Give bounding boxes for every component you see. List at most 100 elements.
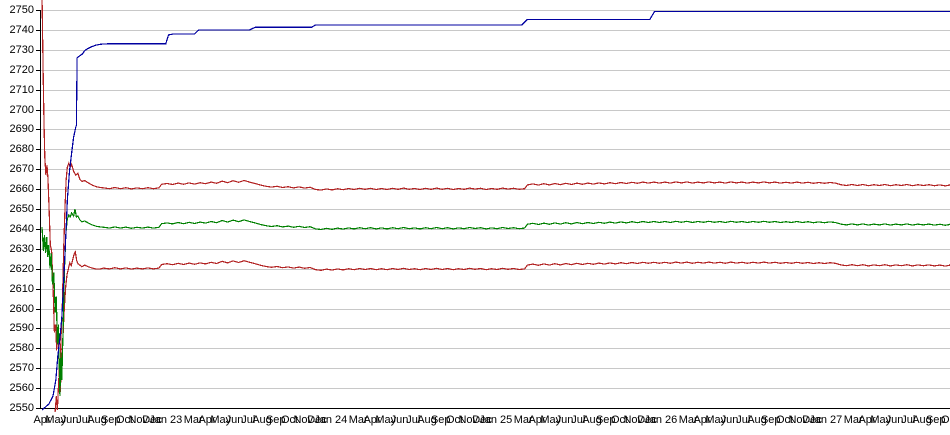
x-axis-label: Dec	[802, 414, 822, 426]
y-axis-label: 2670	[9, 163, 34, 175]
y-axis-label: 2660	[9, 183, 34, 195]
x-axis-label: Dec	[472, 414, 492, 426]
x-axis-label: Oct	[610, 414, 629, 426]
x-axis-label: Jun	[225, 414, 244, 426]
y-axis-label: 2630	[9, 243, 34, 255]
x-axis-label: Jun	[60, 414, 79, 426]
gridline	[40, 70, 950, 71]
x-axis-label: Jul	[736, 414, 751, 426]
x-axis-label: Mar	[183, 414, 203, 426]
x-axis-label: Apr	[363, 414, 381, 426]
x-axis-label: Sep	[595, 414, 616, 426]
y-axis-label: 2720	[9, 64, 34, 76]
y-axis-tick	[36, 110, 40, 111]
y-axis-tick	[36, 388, 40, 389]
x-axis-label: Aug	[417, 414, 437, 426]
gridline	[40, 348, 950, 349]
x-axis-label: Jul	[241, 414, 256, 426]
x-axis-label: May	[705, 414, 727, 426]
series-red-upper-line	[41, 0, 950, 387]
x-axis-label: Aug	[912, 414, 932, 426]
x-axis-label: Nov	[293, 414, 314, 426]
y-axis-tick	[36, 10, 40, 11]
y-axis-label: 2650	[9, 203, 34, 215]
y-axis-tick	[36, 30, 40, 31]
gridline	[40, 249, 950, 250]
gridline	[40, 90, 950, 91]
y-axis-tick	[36, 209, 40, 210]
x-axis-label: Nov	[458, 414, 479, 426]
y-axis-label: 2730	[9, 44, 34, 56]
x-axis-label: Jul	[901, 414, 916, 426]
y-axis-label: 2600	[9, 303, 34, 315]
y-axis-line	[40, 10, 41, 409]
gridline	[40, 368, 950, 369]
y-axis-label: 2620	[9, 263, 34, 275]
gridline	[40, 129, 950, 130]
y-axis-tick	[36, 368, 40, 369]
x-axis-label: Sep	[760, 414, 781, 426]
x-axis-label: Sep	[925, 414, 946, 426]
gridline	[40, 388, 950, 389]
x-axis-label: May	[540, 414, 562, 426]
gridline	[40, 169, 950, 170]
y-axis-label: 2710	[9, 84, 34, 96]
y-axis-label: 2580	[9, 342, 34, 354]
x-axis-label: Jun	[720, 414, 739, 426]
gridline	[40, 229, 950, 230]
y-axis-tick	[36, 348, 40, 349]
series-green-middle-line	[41, 208, 950, 397]
y-axis-tick	[36, 408, 40, 409]
x-axis-label: Apr	[198, 414, 216, 426]
x-axis-label: Oct	[280, 414, 299, 426]
x-axis-label: Dec	[637, 414, 657, 426]
x-axis-label: Aug	[252, 414, 272, 426]
x-axis-label: Jan 26	[644, 414, 678, 426]
gridline	[40, 309, 950, 310]
x-axis-label: Oct	[775, 414, 794, 426]
x-axis-label: Mar	[348, 414, 368, 426]
y-axis-tick	[36, 149, 40, 150]
y-axis-tick	[36, 229, 40, 230]
x-axis-label: Apr	[33, 414, 51, 426]
gridline	[40, 10, 950, 11]
gridline	[40, 209, 950, 210]
x-axis-label: May	[45, 414, 67, 426]
x-axis-label: Oct	[940, 414, 950, 426]
x-axis-label: May	[210, 414, 232, 426]
x-axis-label: May	[870, 414, 892, 426]
x-axis-label: Nov	[788, 414, 809, 426]
y-axis-tick	[36, 309, 40, 310]
y-axis-label: 2690	[9, 123, 34, 135]
x-axis-label: Mar	[513, 414, 533, 426]
y-axis-label: 2560	[9, 382, 34, 394]
x-axis-label: Dec	[307, 414, 327, 426]
y-axis-tick	[36, 269, 40, 270]
x-axis-label: Oct	[445, 414, 464, 426]
x-axis-label: Jan 25	[479, 414, 513, 426]
y-axis-tick	[36, 50, 40, 51]
x-axis-label: Jul	[406, 414, 421, 426]
y-axis-tick	[36, 129, 40, 130]
x-axis-label: Apr	[693, 414, 711, 426]
x-axis-label: Sep	[430, 414, 451, 426]
y-axis-label: 2750	[9, 4, 34, 16]
x-axis-label: Nov	[623, 414, 644, 426]
series-navy-upper-line	[41, 10, 950, 411]
x-axis-label: Oct	[115, 414, 134, 426]
x-axis-label: Aug	[87, 414, 107, 426]
x-axis-label: Sep	[100, 414, 121, 426]
y-axis-tick	[36, 169, 40, 170]
x-axis-label: Jun	[555, 414, 574, 426]
x-axis-label: Apr	[528, 414, 546, 426]
x-axis-label: Nov	[128, 414, 149, 426]
gridline	[40, 328, 950, 329]
x-axis-label: Dec	[142, 414, 162, 426]
gridline	[40, 289, 950, 290]
y-axis-tick	[36, 189, 40, 190]
x-axis-label: May	[375, 414, 397, 426]
x-axis-label: Mar	[843, 414, 863, 426]
y-axis-label: 2640	[9, 223, 34, 235]
y-axis-tick	[36, 90, 40, 91]
